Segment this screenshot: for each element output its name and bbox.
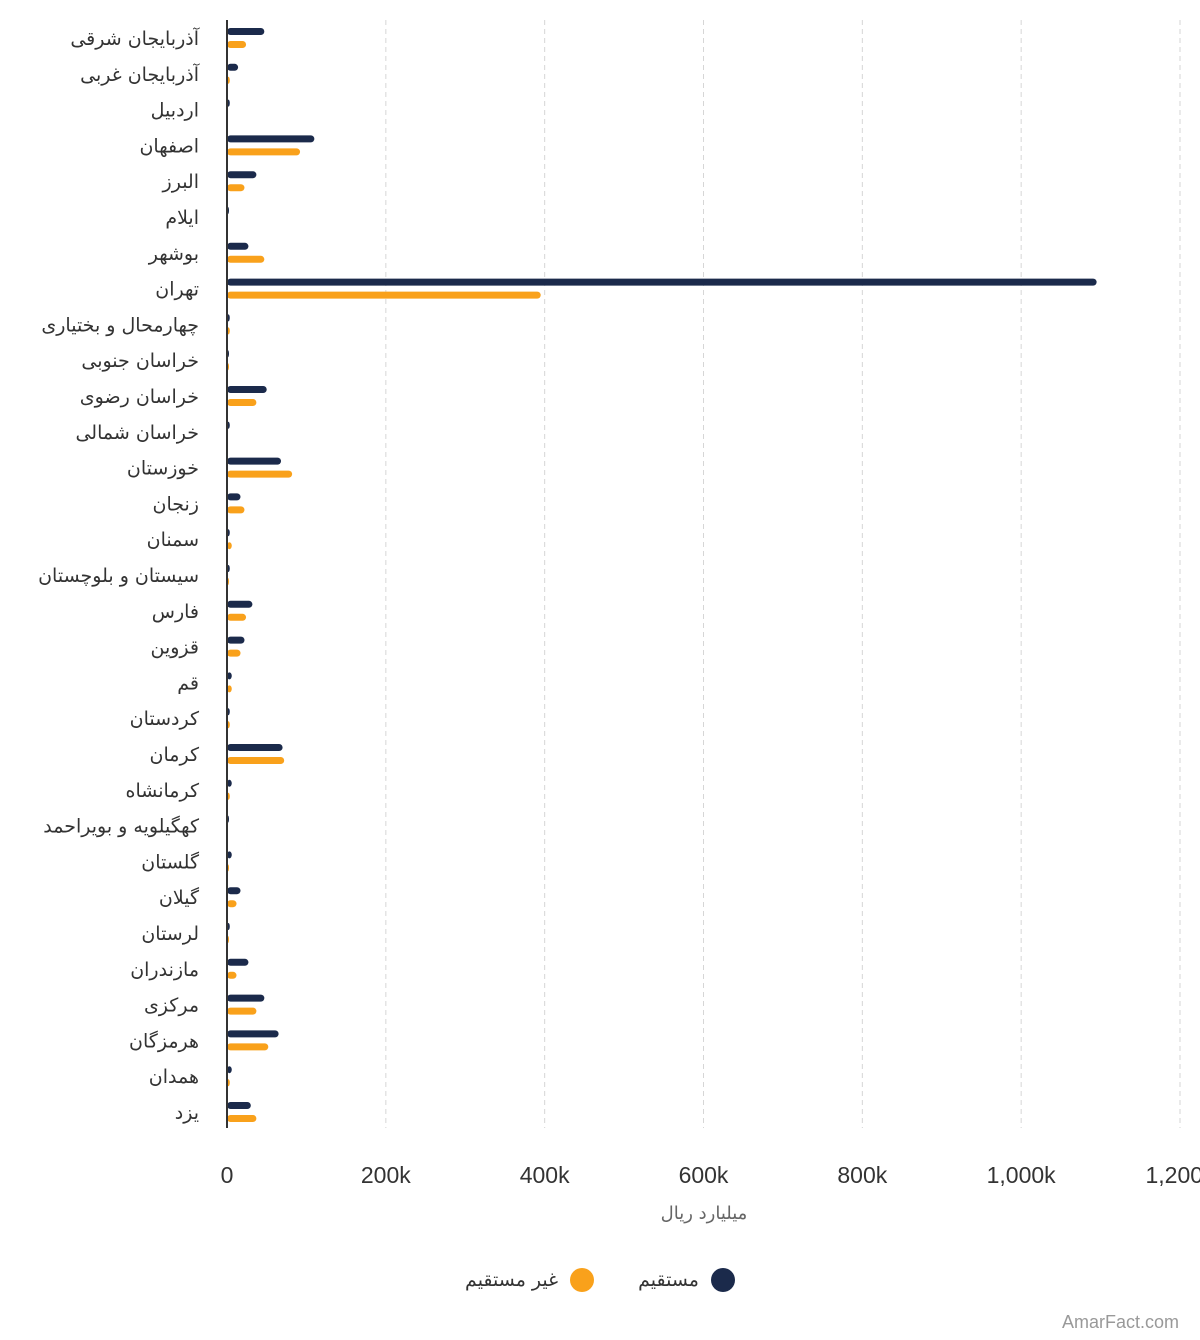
category-label: چهارمحال و بختیاری	[41, 314, 199, 336]
bar-direct[interactable]	[227, 135, 315, 143]
bar-direct[interactable]	[227, 28, 265, 35]
bar-indirect[interactable]	[227, 399, 257, 406]
bar-direct[interactable]	[227, 744, 283, 751]
category-label: خراسان رضوی	[80, 386, 199, 408]
category-label: هرمزگان	[129, 1029, 199, 1052]
category-label: سمنان	[147, 529, 199, 551]
bar-direct[interactable]	[227, 457, 282, 465]
bar-indirect[interactable]	[227, 757, 285, 764]
category-label: کردستان	[130, 708, 200, 730]
bar-indirect[interactable]	[227, 1007, 257, 1015]
credit-link[interactable]: AmarFact.com	[1061, 1312, 1179, 1332]
category-label: خراسان شمالی	[75, 422, 199, 444]
legend-swatch-direct	[710, 1268, 735, 1292]
x-tick-label: 1,000k	[987, 1162, 1057, 1188]
legend-label-indirect: غیر مستقیم	[465, 1269, 559, 1291]
bar-indirect[interactable]	[227, 184, 245, 192]
category-label: گلستان	[141, 850, 200, 873]
x-tick-label: 0	[221, 1162, 234, 1188]
category-label: اردبیل	[151, 100, 199, 122]
grid-lines	[385, 20, 1181, 1128]
x-tick-label: 400k	[520, 1162, 570, 1188]
bar-direct[interactable]	[227, 994, 265, 1002]
bar-direct[interactable]	[227, 636, 245, 644]
legend: مستقیم غیر مستقیم	[0, 1262, 1200, 1298]
category-label: کرمان	[150, 744, 200, 766]
legend-item-direct[interactable]: مستقیم	[638, 1268, 735, 1292]
category-label: تهران	[155, 279, 199, 301]
legend-label-direct: مستقیم	[638, 1269, 699, 1291]
x-tick-labels: 0 200k 400k 600k 800k 1,000k 1,200k	[221, 1162, 1200, 1188]
category-label: مرکزی	[144, 995, 199, 1017]
bar-indirect[interactable]	[227, 542, 232, 550]
bar-direct[interactable]	[227, 1030, 279, 1038]
category-label: لرستان	[141, 923, 199, 945]
bar-direct[interactable]	[227, 958, 249, 966]
bar-indirect[interactable]	[227, 41, 247, 48]
x-tick-label: 600k	[679, 1162, 729, 1188]
category-label: خراسان جنوبی	[81, 350, 199, 372]
x-tick-label: 800k	[837, 1162, 887, 1188]
bar-indirect[interactable]	[227, 649, 241, 657]
bars	[227, 28, 1097, 1122]
category-label: کرمانشاه	[126, 780, 200, 802]
category-label: قم	[177, 672, 199, 694]
bar-indirect[interactable]	[227, 1043, 269, 1051]
bar-direct[interactable]	[227, 171, 257, 179]
legend-item-indirect[interactable]: غیر مستقیم	[465, 1268, 595, 1292]
category-label: یزد	[175, 1102, 199, 1124]
bar-direct[interactable]	[227, 672, 232, 680]
x-tick-label: 200k	[361, 1162, 411, 1188]
category-label: خوزستان	[127, 458, 199, 480]
bar-indirect[interactable]	[227, 255, 265, 263]
bar-indirect[interactable]	[227, 900, 237, 908]
bar-direct[interactable]	[227, 242, 249, 250]
x-axis-title: میلیارد ریال	[661, 1203, 748, 1224]
bar-direct[interactable]	[227, 493, 241, 501]
category-label: زنجان	[153, 493, 199, 515]
category-label: مازندران	[130, 959, 199, 981]
bar-indirect[interactable]	[227, 148, 301, 156]
bar-direct[interactable]	[227, 779, 232, 787]
bar-indirect[interactable]	[227, 1115, 257, 1122]
category-label: همدان	[149, 1066, 199, 1088]
category-label: بوشهر	[148, 243, 199, 265]
bar-direct[interactable]	[227, 851, 232, 859]
category-label: گیلان	[159, 886, 200, 909]
category-label: آذربایجان شرقی	[70, 26, 199, 50]
bar-direct[interactable]	[227, 386, 267, 393]
bar-direct[interactable]	[227, 1102, 251, 1109]
category-labels: آذربایجان شرقی آذربایجان غربی اردبیل اصفهان…	[38, 26, 200, 1124]
bar-chart: آذربایجان شرقی آذربایجان غربی اردبیل اصفهان…	[38, 20, 1200, 1224]
bar-indirect[interactable]	[227, 971, 237, 979]
bar-indirect[interactable]	[227, 291, 541, 299]
category-label: ایلام	[165, 207, 199, 229]
category-label: فارس	[152, 601, 199, 623]
category-label: سیستان و بلوچستان	[38, 565, 199, 587]
bar-direct[interactable]	[227, 278, 1097, 286]
bar-direct[interactable]	[227, 63, 239, 71]
category-label: کهگیلویه و بویراحمد	[43, 815, 200, 838]
bar-direct[interactable]	[227, 600, 253, 608]
bar-direct[interactable]	[227, 887, 241, 895]
category-label: آذربایجان غربی	[80, 62, 200, 86]
bar-indirect[interactable]	[227, 613, 247, 621]
category-label: اصفهان	[139, 135, 199, 157]
category-label: البرز	[162, 171, 199, 193]
bar-indirect[interactable]	[227, 506, 245, 514]
bar-indirect[interactable]	[227, 470, 293, 478]
bar-direct[interactable]	[227, 1066, 232, 1074]
legend-swatch-indirect	[570, 1268, 595, 1292]
x-tick-label: 1,200k	[1145, 1162, 1200, 1188]
category-label: قزوین	[151, 637, 200, 659]
bar-indirect[interactable]	[227, 685, 232, 693]
